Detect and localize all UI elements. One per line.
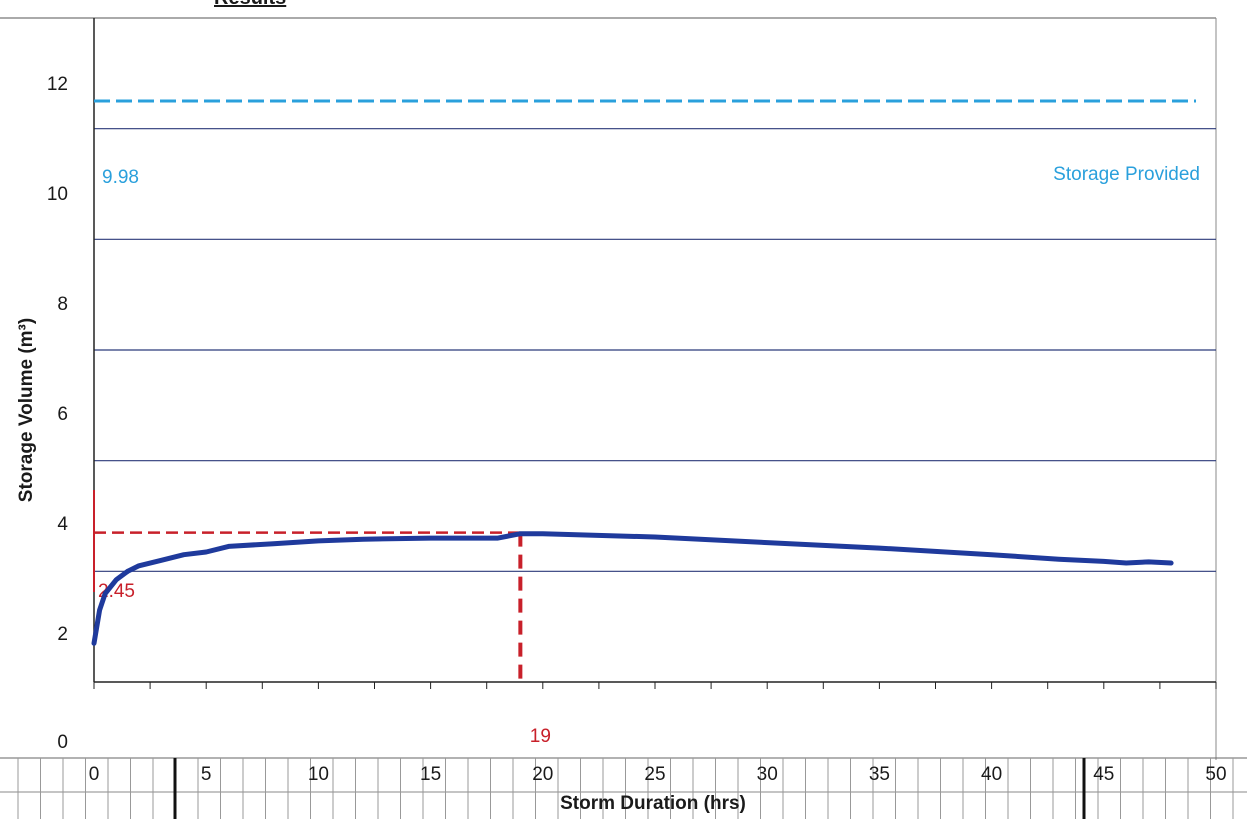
x-tick-label: 10	[308, 764, 329, 785]
page-title: Results	[214, 0, 286, 9]
series-point	[989, 552, 994, 557]
x-tick-label: 5	[201, 764, 212, 785]
series-point	[204, 549, 209, 554]
series-point	[495, 536, 500, 541]
y-tick-label: 12	[47, 74, 68, 95]
series-point	[1124, 561, 1129, 566]
y-tick-label: 10	[47, 184, 68, 205]
series-point	[1101, 559, 1106, 564]
x-axis-title: Storm Duration (hrs)	[560, 793, 746, 814]
series-point	[271, 541, 276, 546]
series-point	[540, 531, 545, 536]
y-tick-label: 0	[57, 732, 68, 753]
x-tick-label: 30	[757, 764, 778, 785]
storage-provided-value: 9.98	[102, 167, 139, 188]
x-tick-label: 50	[1205, 764, 1226, 785]
x-tick-label: 40	[981, 764, 1002, 785]
critical-duration-label: 19	[530, 726, 551, 747]
series-point	[181, 552, 186, 557]
series-point	[428, 536, 433, 541]
x-tick-label: 35	[869, 764, 890, 785]
storage-provided-label: Storage Provided	[1053, 164, 1200, 185]
series-point	[114, 577, 119, 582]
series-point	[97, 608, 102, 613]
y-tick-label: 6	[57, 404, 68, 425]
series-point	[226, 544, 231, 549]
x-tick-label: 25	[644, 764, 665, 785]
series-point	[125, 569, 130, 574]
series-point	[159, 558, 164, 563]
y-tick-label: 2	[57, 624, 68, 645]
y-tick-label: 4	[57, 514, 68, 535]
critical-volume-label: 2.45	[98, 581, 135, 602]
series-point	[361, 537, 366, 542]
y-tick-label: 8	[57, 294, 68, 315]
series-point	[1169, 561, 1174, 566]
series-line	[91, 531, 1174, 646]
x-tick-label: 45	[1093, 764, 1114, 785]
series-point	[1056, 557, 1061, 562]
series-point	[518, 531, 523, 536]
x-tick-label: 20	[532, 764, 553, 785]
series-point	[136, 563, 141, 568]
series-point	[765, 540, 770, 545]
series-point	[653, 535, 657, 540]
series-point	[92, 641, 96, 646]
series-point	[103, 591, 108, 596]
x-tick-label: 15	[420, 764, 441, 785]
series-point	[877, 546, 882, 551]
y-axis-title: Storage Volume (m³)	[16, 318, 37, 502]
series-point	[316, 538, 321, 543]
x-tick-label: 0	[89, 764, 100, 785]
series-point	[1146, 559, 1151, 564]
